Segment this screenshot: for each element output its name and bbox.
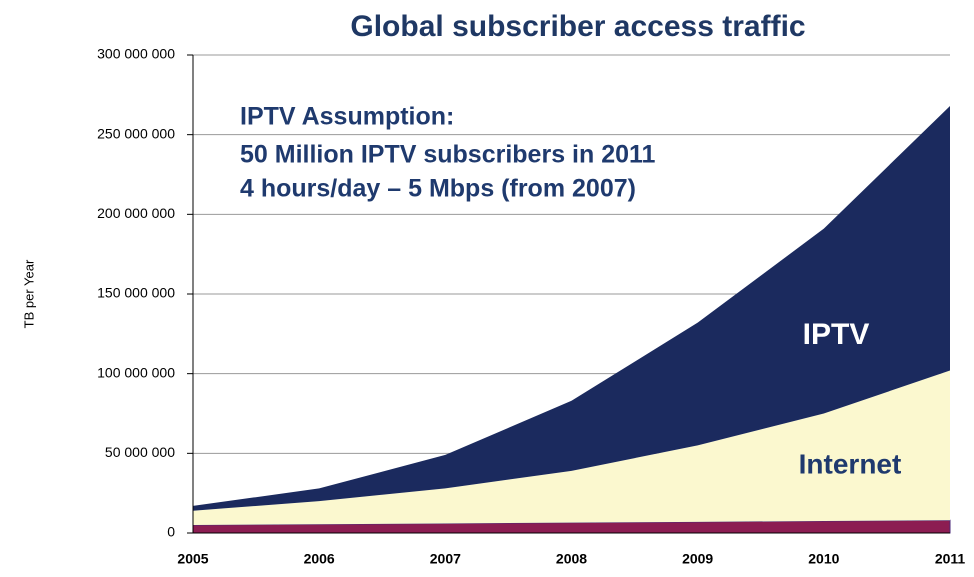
y-tick-label: 50 000 000 <box>105 444 175 460</box>
x-tick-label: 2011 <box>935 551 966 567</box>
x-tick-label: 2009 <box>682 551 713 567</box>
y-tick-label: 100 000 000 <box>97 364 175 380</box>
x-tick-label: 2007 <box>430 551 461 567</box>
series-label: IPTV <box>803 318 870 351</box>
annotation: 50 Million IPTV subscribers in 2011 <box>240 141 656 169</box>
y-tick-label: 300 000 000 <box>97 46 175 62</box>
x-tick-label: 2008 <box>556 551 587 567</box>
y-tick-label: 150 000 000 <box>97 285 175 301</box>
plot <box>192 54 951 534</box>
annotation: IPTV Assumption: <box>240 103 454 131</box>
y-tick-label: 250 000 000 <box>97 125 175 141</box>
y-tick-label: 0 <box>167 524 175 540</box>
x-tick-label: 2006 <box>304 551 335 567</box>
area <box>193 105 950 511</box>
y-tick-label: 200 000 000 <box>97 205 175 221</box>
x-tick-label: 2010 <box>808 551 839 567</box>
annotation: 4 hours/day – 5 Mbps (from 2007) <box>240 175 636 203</box>
x-tick-label: 2005 <box>177 551 208 567</box>
area <box>193 370 950 526</box>
chart-title: Global subscriber access traffic <box>350 10 805 43</box>
series-label: Internet <box>799 448 902 479</box>
y-axis-label: TB per Year <box>21 259 36 328</box>
